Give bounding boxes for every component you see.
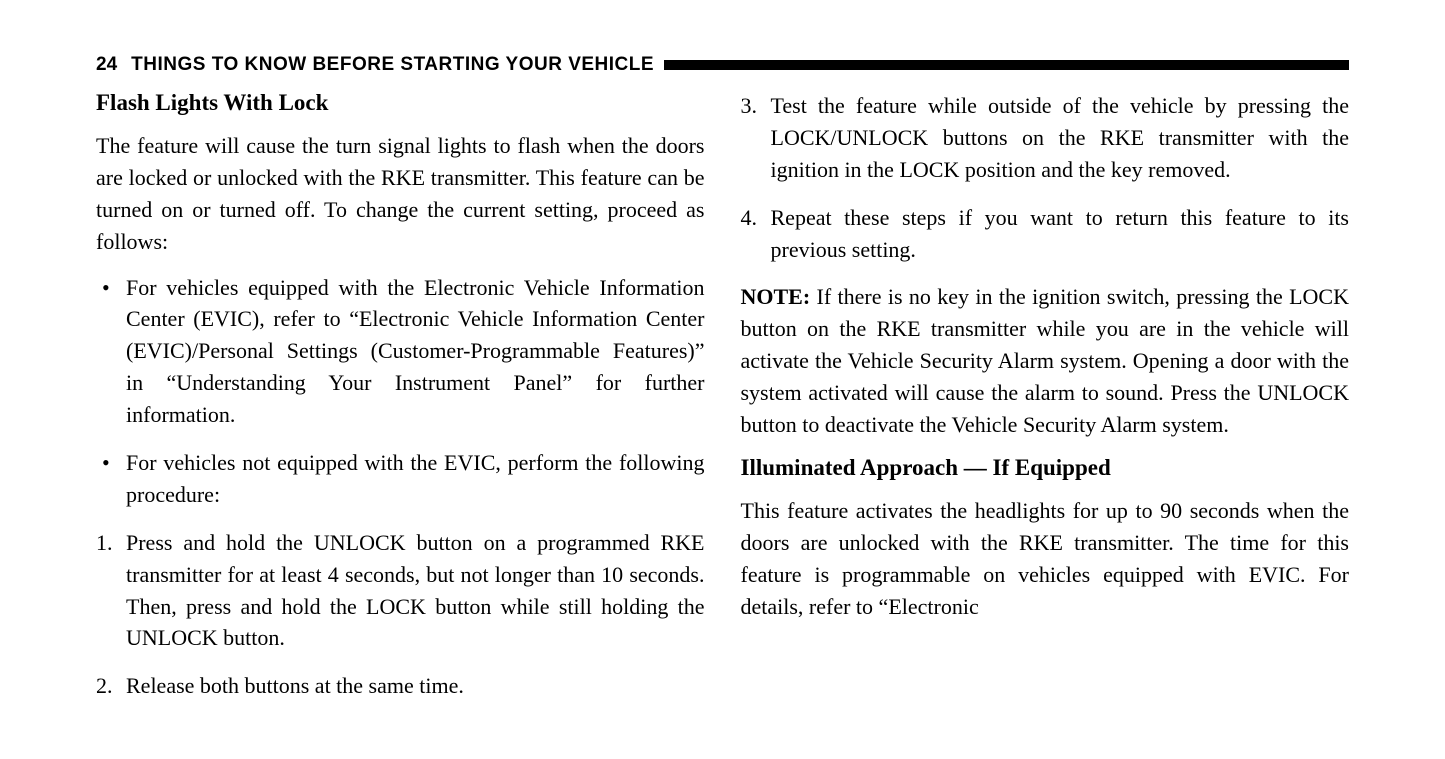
page-number: 24: [96, 54, 117, 76]
step-number: 2.: [96, 670, 113, 702]
step-text: Test the feature while outside of the ve…: [771, 93, 1350, 182]
step-number: 4.: [741, 202, 758, 234]
step-text: Release both buttons at the same time.: [126, 673, 464, 698]
numbered-step: 4. Repeat these steps if you want to ret…: [741, 202, 1350, 266]
body-paragraph: This feature activates the headlights fo…: [741, 495, 1350, 623]
header-rule: [664, 60, 1349, 70]
page-header: 24 THINGS TO KNOW BEFORE STARTING YOUR V…: [96, 54, 1349, 76]
bullet-item: For vehicles equipped with the Electroni…: [96, 272, 705, 431]
note-text: If there is no key in the ignition switc…: [741, 284, 1350, 437]
section-heading-illuminated-approach: Illuminated Approach — If Equipped: [741, 455, 1350, 481]
note-label: NOTE:: [741, 284, 811, 309]
left-column: Flash Lights With Lock The feature will …: [96, 90, 705, 718]
step-text: Press and hold the UNLOCK button on a pr…: [126, 530, 705, 651]
numbered-step: 3. Test the feature while outside of the…: [741, 90, 1350, 186]
step-number: 3.: [741, 90, 758, 122]
section-heading-flash-lights: Flash Lights With Lock: [96, 90, 705, 116]
step-number: 1.: [96, 527, 113, 559]
bullet-item: For vehicles not equipped with the EVIC,…: [96, 447, 705, 511]
step-text: Repeat these steps if you want to return…: [771, 205, 1350, 262]
numbered-step: 1. Press and hold the UNLOCK button on a…: [96, 527, 705, 655]
page-content: Flash Lights With Lock The feature will …: [96, 90, 1349, 718]
note-paragraph: NOTE: If there is no key in the ignition…: [741, 281, 1350, 440]
chapter-title: THINGS TO KNOW BEFORE STARTING YOUR VEHI…: [131, 54, 654, 76]
intro-paragraph: The feature will cause the turn signal l…: [96, 130, 705, 258]
numbered-step: 2. Release both buttons at the same time…: [96, 670, 705, 702]
right-column: 3. Test the feature while outside of the…: [741, 90, 1350, 718]
bullet-list: For vehicles equipped with the Electroni…: [96, 272, 705, 511]
